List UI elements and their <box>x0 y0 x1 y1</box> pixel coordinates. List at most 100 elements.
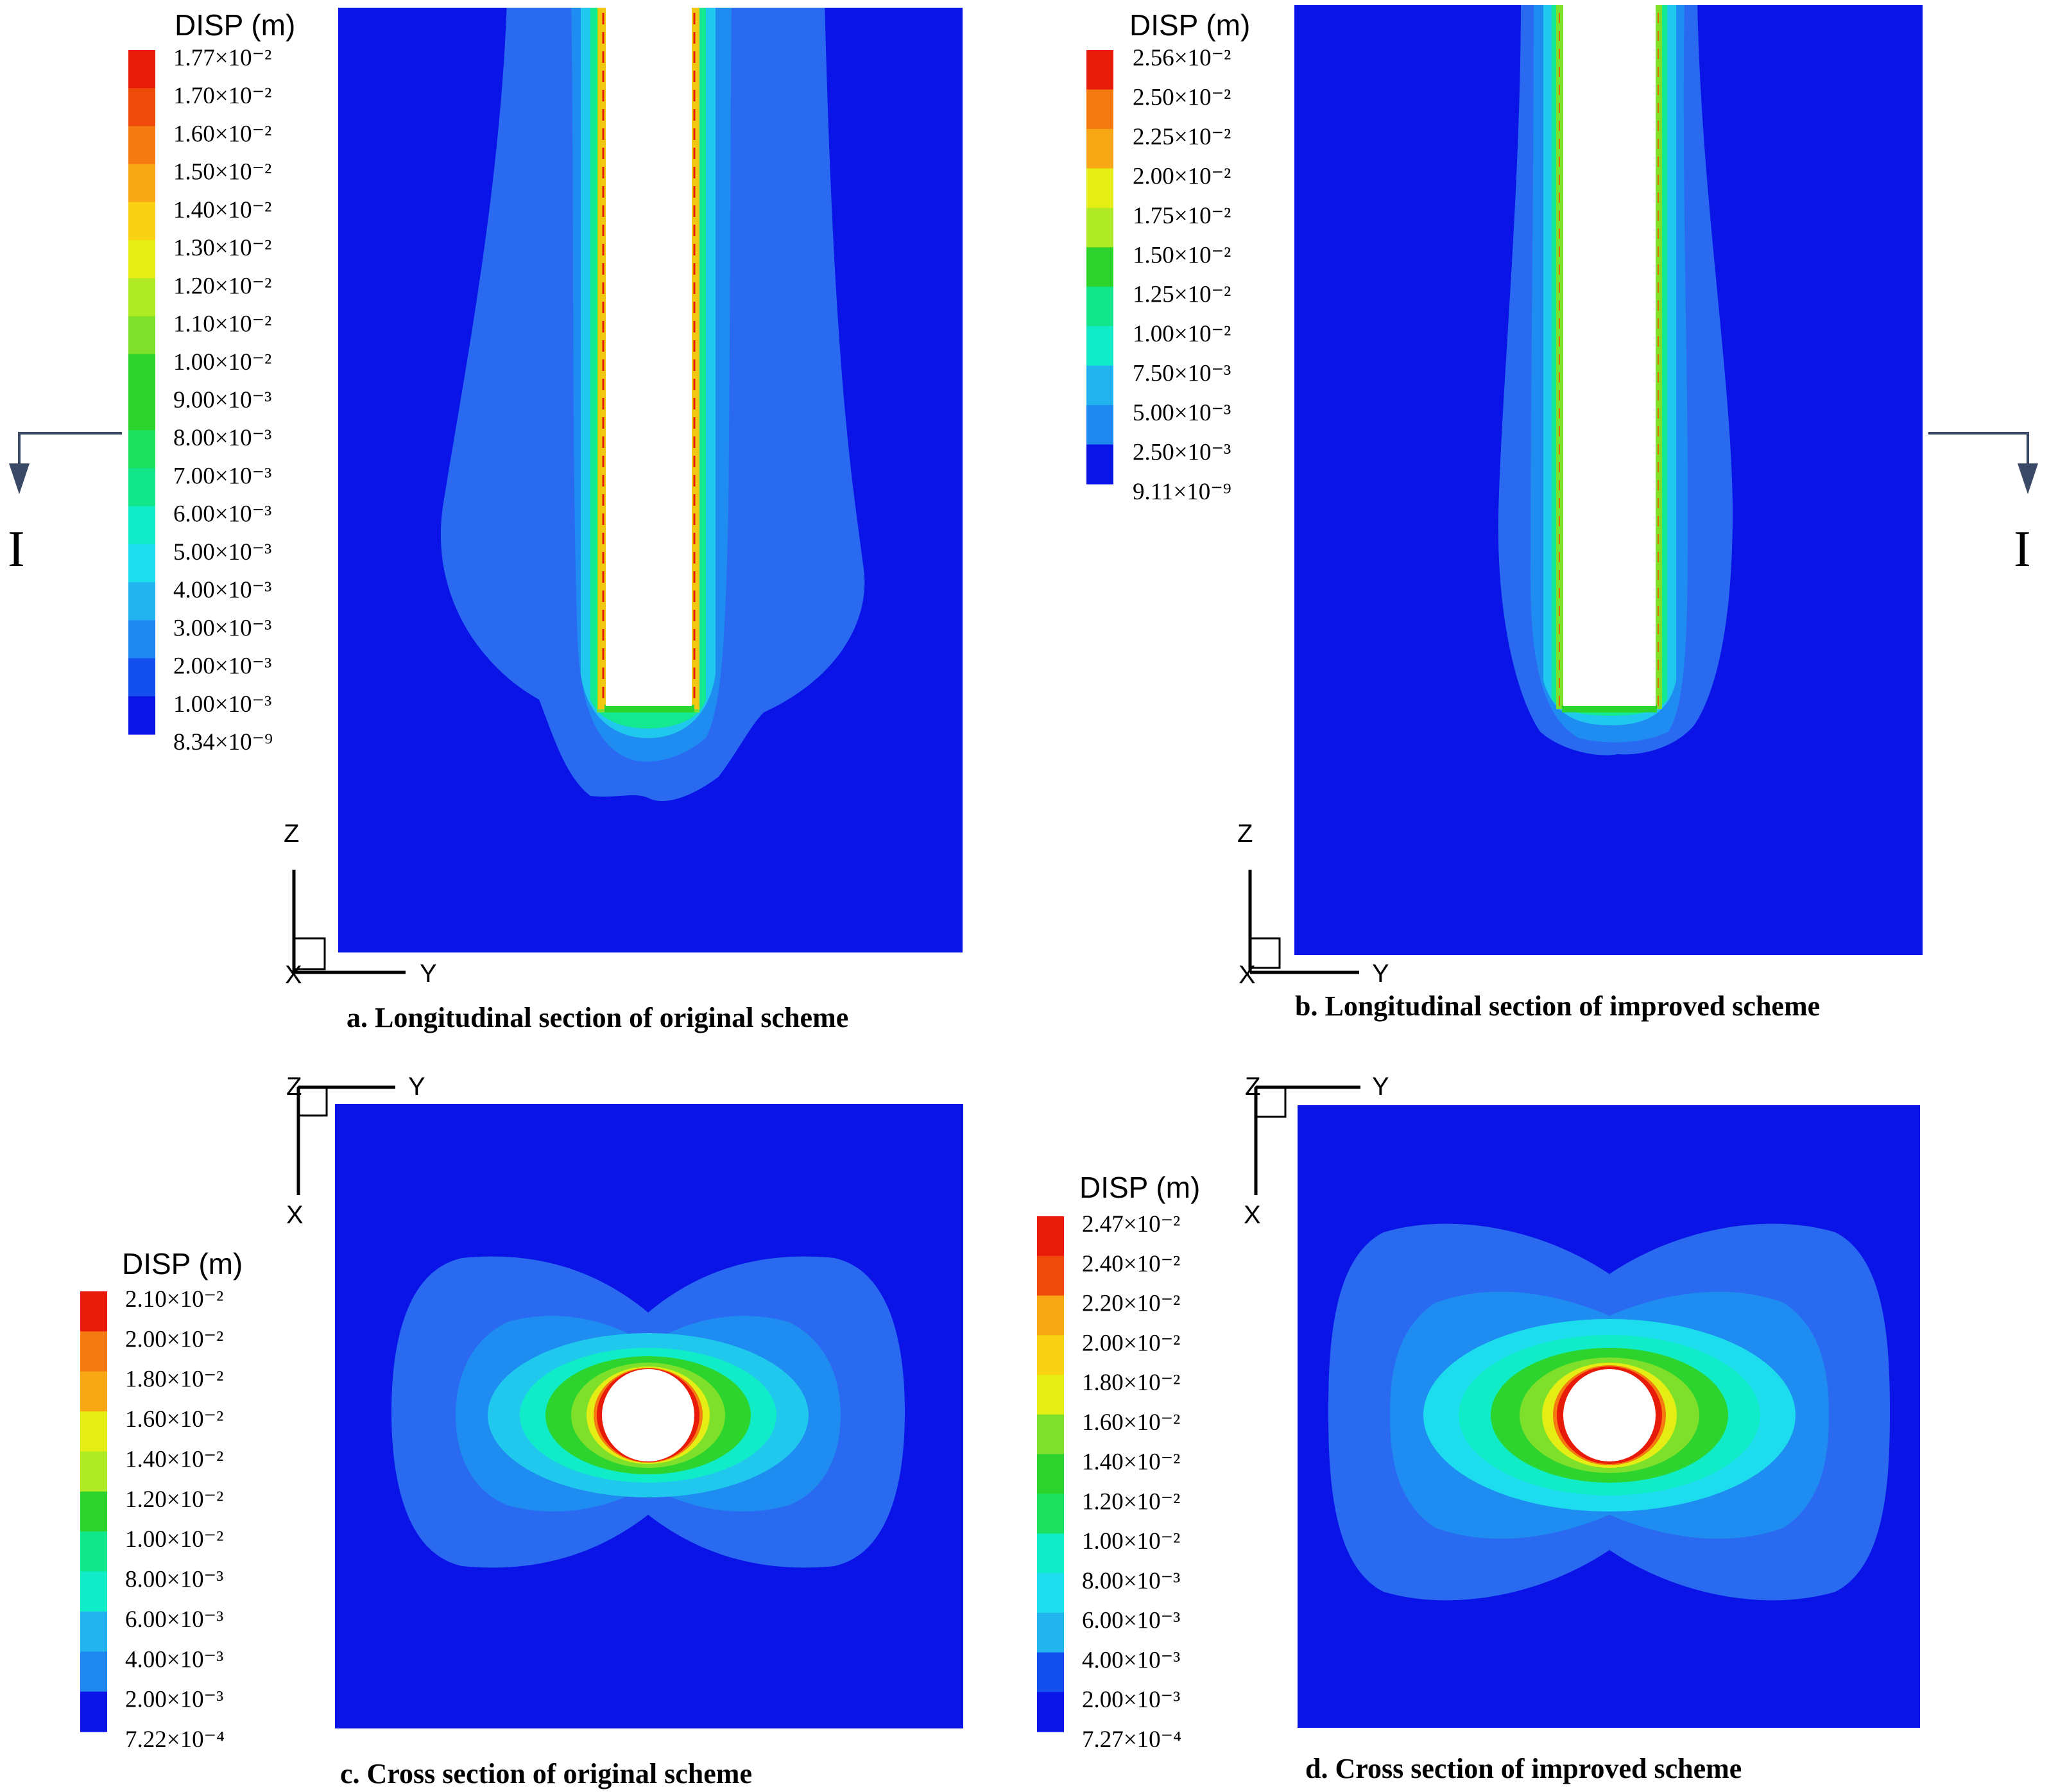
legend-swatch-d-10 <box>1037 1612 1064 1653</box>
panel-b-bottom-strip <box>1562 705 1657 712</box>
legend-swatch-c-5 <box>80 1491 107 1532</box>
legend-label-b-10: 2.50×10⁻³ <box>1133 440 1231 466</box>
legend-label-c-9: 4.00×10⁻³ <box>125 1646 223 1673</box>
legend-swatch-b-1 <box>1086 89 1113 130</box>
legend-label-b-7: 1.00×10⁻² <box>1133 321 1231 347</box>
legend-label-b-8: 7.50×10⁻³ <box>1133 361 1231 387</box>
legend-label-a-18: 8.34×10⁻⁹ <box>173 729 273 755</box>
axis-triad-a <box>292 870 406 974</box>
section-arrow-right-head <box>2018 463 2038 494</box>
panel-a-bottom-strip <box>604 705 694 712</box>
legend-label-d-11: 4.00×10⁻³ <box>1082 1647 1180 1673</box>
panel-d-contour <box>1298 1105 1920 1728</box>
legend-title-a: DISP (m) <box>175 8 295 42</box>
legend-label-a-3: 1.50×10⁻² <box>173 159 271 185</box>
legend-label-b-3: 2.00×10⁻² <box>1133 163 1231 189</box>
legend-label-b-0: 2.56×10⁻² <box>1133 45 1231 71</box>
legend-label-c-10: 2.00×10⁻³ <box>125 1687 223 1713</box>
axis-label-z-b: Z <box>1237 820 1253 848</box>
legend-label-c-1: 2.00×10⁻² <box>125 1326 223 1352</box>
legend-label-a-10: 8.00×10⁻³ <box>173 425 271 451</box>
legend-label-b-1: 2.50×10⁻² <box>1133 84 1231 110</box>
legend-label-d-1: 2.40×10⁻² <box>1082 1251 1180 1277</box>
axis-triad-c <box>296 1085 395 1195</box>
legend-swatch-b-2 <box>1086 128 1113 169</box>
section-arrow-right <box>1928 432 2029 469</box>
legend-swatch-c-0 <box>80 1291 107 1332</box>
axis-label-x-a: X <box>285 961 302 989</box>
caption-panel-b: b. Longitudinal section of improved sche… <box>1295 990 1820 1022</box>
caption-panel-c: c. Cross section of original scheme <box>340 1758 752 1789</box>
legend-swatch-b-4 <box>1086 207 1113 248</box>
legend-swatch-a-17 <box>128 696 155 735</box>
legend-label-c-4: 1.40×10⁻² <box>125 1446 223 1472</box>
axis-label-z-c: Z <box>286 1073 302 1101</box>
legend-label-d-12: 2.00×10⁻³ <box>1082 1687 1180 1713</box>
axis-triad-b <box>1248 870 1359 974</box>
legend-panel-b: DISP (m) 2.56×10⁻² 2.50×10⁻² 2.25×10⁻² 2.00×… <box>1086 8 1250 505</box>
legend-swatch-d-0 <box>1037 1216 1064 1257</box>
legend-label-d-0: 2.47×10⁻² <box>1082 1211 1180 1237</box>
legend-label-a-9: 9.00×10⁻³ <box>173 387 271 413</box>
section-arrow-left <box>18 432 122 469</box>
legend-label-a-12: 6.00×10⁻³ <box>173 501 271 528</box>
legend-swatch-d-4 <box>1037 1375 1064 1415</box>
legend-swatch-a-3 <box>128 164 155 203</box>
legend-swatch-d-12 <box>1037 1692 1064 1732</box>
legend-label-c-0: 2.10×10⁻² <box>125 1286 223 1313</box>
legend-label-c-8: 6.00×10⁻³ <box>125 1607 223 1633</box>
legend-swatch-d-11 <box>1037 1652 1064 1693</box>
legend-label-b-4: 1.75×10⁻² <box>1133 203 1231 229</box>
section-mark-left: I <box>8 521 25 578</box>
legend-label-b-11: 9.11×10⁻⁹ <box>1133 479 1231 505</box>
panel-a-contour <box>338 8 963 952</box>
legend-swatch-a-8 <box>128 354 155 393</box>
legend-swatch-a-12 <box>128 506 155 545</box>
legend-label-d-8: 1.00×10⁻² <box>1082 1528 1180 1555</box>
legend-label-a-5: 1.30×10⁻² <box>173 235 271 261</box>
legend-swatch-d-8 <box>1037 1533 1064 1574</box>
legend-title-c: DISP (m) <box>122 1247 243 1280</box>
axis-label-y-d: Y <box>1372 1073 1389 1101</box>
legend-swatch-d-1 <box>1037 1255 1064 1297</box>
legend-swatch-c-3 <box>80 1411 107 1452</box>
legend-swatch-b-5 <box>1086 247 1113 288</box>
legend-swatch-b-9 <box>1086 405 1113 445</box>
legend-swatch-a-9 <box>128 392 155 431</box>
legend-swatch-a-1 <box>128 88 155 127</box>
legend-swatch-d-6 <box>1037 1454 1064 1494</box>
legend-label-a-16: 2.00×10⁻³ <box>173 653 271 680</box>
legend-label-a-8: 1.00×10⁻² <box>173 349 271 375</box>
legend-label-b-5: 1.50×10⁻² <box>1133 242 1231 268</box>
section-arrow-left-head <box>9 463 30 494</box>
axis-label-x-d: X <box>1244 1201 1261 1229</box>
axis-triad-d <box>1254 1085 1360 1195</box>
legend-swatch-a-14 <box>128 582 155 621</box>
legend-label-c-3: 1.60×10⁻² <box>125 1406 223 1433</box>
legend-swatch-d-7 <box>1037 1494 1064 1534</box>
legend-swatch-a-13 <box>128 544 155 583</box>
legend-swatch-a-16 <box>128 658 155 697</box>
legend-swatch-c-4 <box>80 1451 107 1492</box>
axis-label-y-c: Y <box>408 1073 425 1101</box>
legend-swatch-b-6 <box>1086 286 1113 327</box>
section-mark-right: I <box>2014 521 2031 578</box>
panel-c-contour <box>335 1104 963 1728</box>
panel-b-cavity <box>1563 5 1656 706</box>
axis-label-y-a: Y <box>420 960 437 988</box>
axis-label-x-b: X <box>1239 961 1256 989</box>
legend-swatch-b-0 <box>1086 50 1113 90</box>
panel-a-cavity <box>606 8 692 706</box>
panel-d-cavity <box>1563 1369 1656 1461</box>
legend-label-a-1: 1.70×10⁻² <box>173 83 271 109</box>
legend-swatch-c-10 <box>80 1691 107 1732</box>
legend-label-b-9: 5.00×10⁻³ <box>1133 400 1231 426</box>
legend-label-c-2: 1.80×10⁻² <box>125 1366 223 1393</box>
legend-label-a-14: 4.00×10⁻³ <box>173 577 271 603</box>
axis-label-y-b: Y <box>1372 960 1389 988</box>
legend-label-a-17: 1.00×10⁻³ <box>173 691 271 718</box>
legend-swatch-d-9 <box>1037 1572 1064 1614</box>
legend-swatch-a-15 <box>128 620 155 659</box>
legend-label-a-0: 1.77×10⁻² <box>173 45 271 71</box>
